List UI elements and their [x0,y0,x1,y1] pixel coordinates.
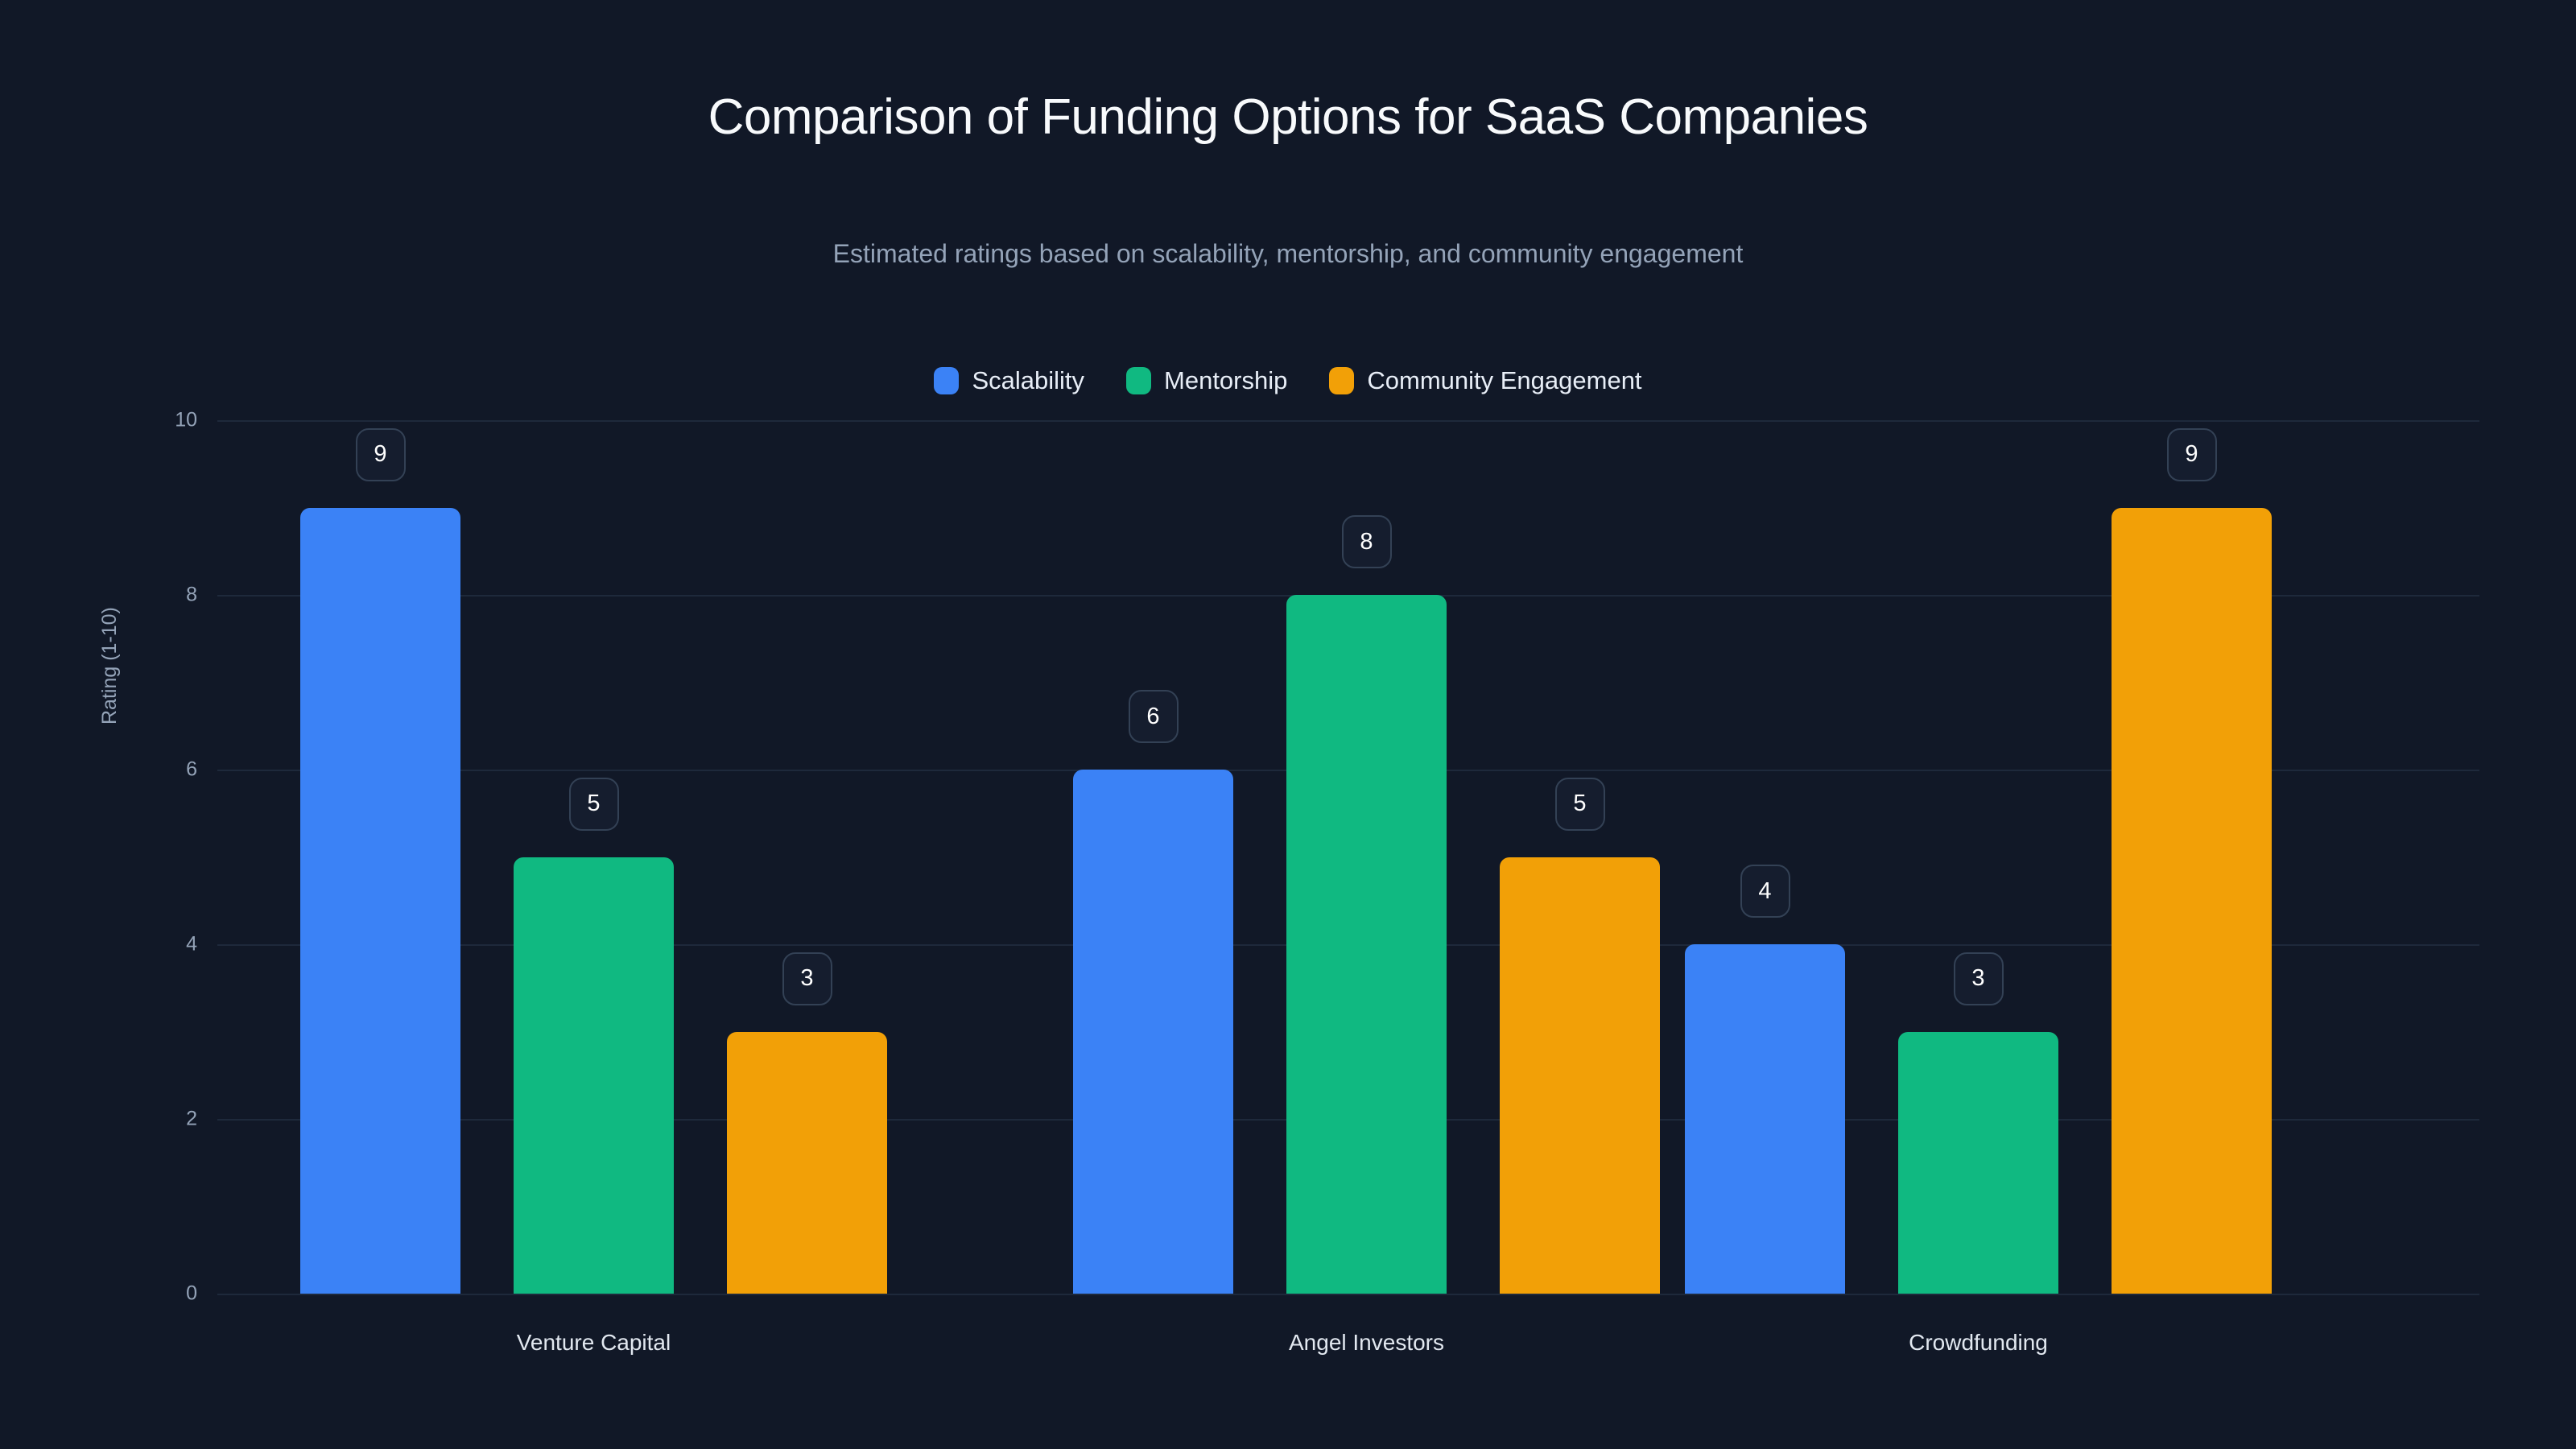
legend-swatch-mentorship [1126,367,1152,394]
bar-crowdfunding-community-engagement[interactable] [2112,507,2272,1294]
y-axis-tick-label: 2 [186,1107,197,1130]
bar-value-badge: 3 [1953,952,2004,1005]
y-axis-tick-label: 0 [186,1282,197,1305]
bar-value-badge: 3 [782,952,832,1005]
bar-angel-investors-scalability[interactable] [1073,770,1233,1294]
bar-value-badge: 9 [355,427,406,481]
legend-item-community-engagement[interactable]: Community Engagement [1329,366,1642,395]
bar-value-badge: 6 [1128,690,1179,743]
plot-area [217,420,2479,1295]
x-axis-category-label: Angel Investors [1289,1330,1444,1355]
y-axis-tick-label: 6 [186,758,197,781]
y-axis-tick-label: 4 [186,932,197,956]
bar-angel-investors-community-engagement[interactable] [1500,857,1660,1294]
bar-crowdfunding-mentorship[interactable] [1898,1031,2058,1294]
legend-item-label: Mentorship [1164,366,1288,394]
bar-crowdfunding-scalability[interactable] [1685,944,1845,1294]
x-axis-category-label: Venture Capital [516,1330,671,1355]
legend-item-label: Community Engagement [1367,366,1642,394]
y-axis-tick-label: 10 [175,408,197,431]
bar-value-badge: 5 [568,777,619,831]
bar-angel-investors-mentorship[interactable] [1286,595,1447,1294]
legend-item-mentorship[interactable]: Mentorship [1126,366,1287,395]
y-axis-title: Rating (1-10) [98,607,121,724]
x-axis-category-label: Crowdfunding [1909,1330,2048,1355]
gridline [217,1294,2479,1295]
legend-swatch-community-engagement [1329,367,1355,394]
bar-venture-capital-community-engagement[interactable] [727,1031,887,1294]
chart-subtitle: Estimated ratings based on scalability, … [832,239,1744,268]
bar-value-badge: 4 [1740,865,1790,918]
chart-legend: Scalability Mentorship Community Engagemen… [0,366,2576,395]
chart-title: Comparison of Funding Options for SaaS C… [708,89,1868,145]
legend-item-scalability[interactable]: Scalability [934,366,1084,395]
bar-venture-capital-mentorship[interactable] [514,857,674,1294]
bar-value-badge: 8 [1341,515,1392,568]
bar-value-badge: 5 [1554,777,1605,831]
gridline [217,420,2479,422]
legend-item-label: Scalability [972,366,1085,394]
legend-swatch-scalability [934,367,960,394]
bar-venture-capital-scalability[interactable] [300,507,460,1294]
y-axis-tick-label: 8 [186,583,197,606]
bar-value-badge: 9 [2166,427,2217,481]
